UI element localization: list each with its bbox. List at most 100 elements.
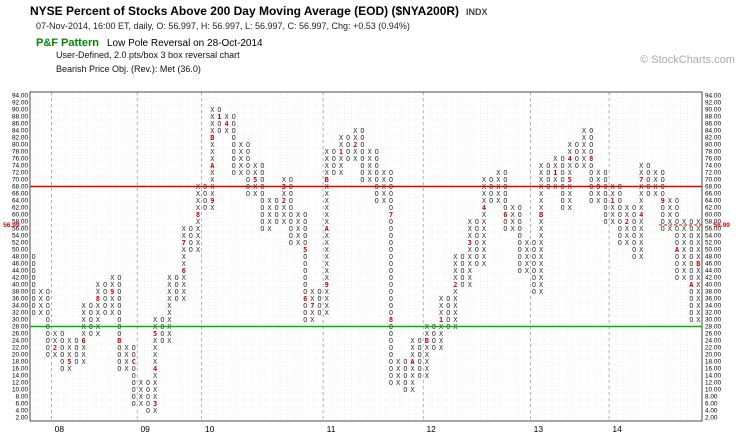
svg-text:X: X xyxy=(325,148,330,156)
svg-text:O: O xyxy=(174,274,178,282)
svg-text:O: O xyxy=(303,211,307,219)
svg-text:6: 6 xyxy=(503,211,507,219)
svg-text:O: O xyxy=(603,190,607,198)
svg-text:O: O xyxy=(532,260,536,268)
svg-text:X: X xyxy=(310,295,315,303)
svg-text:O: O xyxy=(689,218,693,226)
svg-text:← 56.99: ← 56.99 xyxy=(705,222,730,229)
svg-text:X: X xyxy=(182,288,187,296)
svg-text:X: X xyxy=(510,211,515,219)
svg-text:O: O xyxy=(417,358,421,366)
svg-text:O: O xyxy=(332,148,336,156)
svg-text:O: O xyxy=(532,274,536,282)
svg-text:X: X xyxy=(582,134,587,142)
svg-text:26.00: 26.00 xyxy=(12,331,28,338)
svg-text:7: 7 xyxy=(310,302,314,310)
svg-text:X: X xyxy=(167,337,172,345)
svg-text:X: X xyxy=(482,246,487,254)
svg-text:O: O xyxy=(589,197,593,205)
svg-text:O: O xyxy=(317,302,321,310)
svg-text:O: O xyxy=(375,197,379,205)
svg-text:6: 6 xyxy=(182,267,186,275)
svg-text:X: X xyxy=(539,260,544,268)
svg-text:X: X xyxy=(539,274,544,282)
svg-text:X: X xyxy=(539,176,544,184)
svg-text:X: X xyxy=(296,218,301,226)
svg-text:O: O xyxy=(160,316,164,324)
svg-text:X: X xyxy=(625,225,630,233)
svg-text:24.00: 24.00 xyxy=(12,338,28,345)
svg-text:X: X xyxy=(525,239,530,247)
svg-text:O: O xyxy=(160,330,164,338)
svg-text:X: X xyxy=(367,169,372,177)
svg-text:2: 2 xyxy=(625,218,629,226)
svg-text:X: X xyxy=(382,190,387,198)
svg-text:X: X xyxy=(96,281,101,289)
svg-text:12: 12 xyxy=(426,424,436,434)
svg-text:O: O xyxy=(103,302,107,310)
svg-text:X: X xyxy=(210,113,215,121)
svg-text:X: X xyxy=(482,211,487,219)
svg-text:56.00: 56.00 xyxy=(705,226,721,233)
svg-text:O: O xyxy=(632,211,636,219)
svg-text:X: X xyxy=(539,281,544,289)
svg-text:O: O xyxy=(117,281,121,289)
svg-text:O: O xyxy=(189,225,193,233)
svg-text:O: O xyxy=(289,239,293,247)
svg-text:O: O xyxy=(389,344,393,352)
svg-text:2: 2 xyxy=(353,141,357,149)
svg-text:O: O xyxy=(389,232,393,240)
svg-text:B: B xyxy=(210,134,214,142)
svg-text:O: O xyxy=(618,232,622,240)
svg-text:O: O xyxy=(117,351,121,359)
svg-text:X: X xyxy=(639,239,644,247)
svg-text:X: X xyxy=(410,344,415,352)
svg-text:X: X xyxy=(224,113,229,121)
svg-text:84.00: 84.00 xyxy=(12,128,28,135)
svg-text:B: B xyxy=(696,260,700,268)
svg-text:O: O xyxy=(603,204,607,212)
svg-text:X: X xyxy=(296,232,301,240)
svg-text:O: O xyxy=(389,288,393,296)
svg-text:O: O xyxy=(603,176,607,184)
svg-text:90.00: 90.00 xyxy=(705,107,721,114)
svg-text:O: O xyxy=(89,302,93,310)
svg-text:X: X xyxy=(596,176,601,184)
svg-text:X: X xyxy=(496,190,501,198)
svg-text:O: O xyxy=(246,190,250,198)
svg-text:X: X xyxy=(568,190,573,198)
svg-text:O: O xyxy=(246,169,250,177)
svg-text:X: X xyxy=(582,127,587,135)
svg-text:X: X xyxy=(568,148,573,156)
svg-text:30.00: 30.00 xyxy=(705,317,721,324)
svg-text:X: X xyxy=(239,169,244,177)
svg-text:O: O xyxy=(303,239,307,247)
svg-text:O: O xyxy=(689,309,693,317)
svg-text:O: O xyxy=(260,176,264,184)
svg-text:12.00: 12.00 xyxy=(12,380,28,387)
stockcharts-watermark: © StockCharts.com xyxy=(640,54,735,66)
svg-text:X: X xyxy=(296,225,301,233)
svg-text:O: O xyxy=(117,344,121,352)
svg-text:X: X xyxy=(325,295,330,303)
svg-text:O: O xyxy=(475,260,479,268)
svg-text:O: O xyxy=(603,169,607,177)
svg-text:O: O xyxy=(503,218,507,226)
svg-text:X: X xyxy=(210,169,215,177)
svg-text:O: O xyxy=(389,365,393,373)
svg-text:X: X xyxy=(639,246,644,254)
svg-text:X: X xyxy=(53,330,58,338)
svg-text:X: X xyxy=(39,302,44,310)
svg-text:X: X xyxy=(267,197,272,205)
svg-text:O: O xyxy=(618,239,622,247)
svg-text:72.00: 72.00 xyxy=(705,170,721,177)
month-marks: 25689BC3456789AB145236579AB1287AB12346B1… xyxy=(53,113,701,408)
svg-text:O: O xyxy=(375,169,379,177)
svg-text:X: X xyxy=(239,141,244,149)
svg-text:O: O xyxy=(403,365,407,373)
svg-text:X: X xyxy=(396,365,401,373)
price-objective-line: Bearish Price Obj. (Rev.): Met (36.0) xyxy=(56,64,201,74)
svg-text:X: X xyxy=(439,344,444,352)
svg-text:X: X xyxy=(210,204,215,212)
